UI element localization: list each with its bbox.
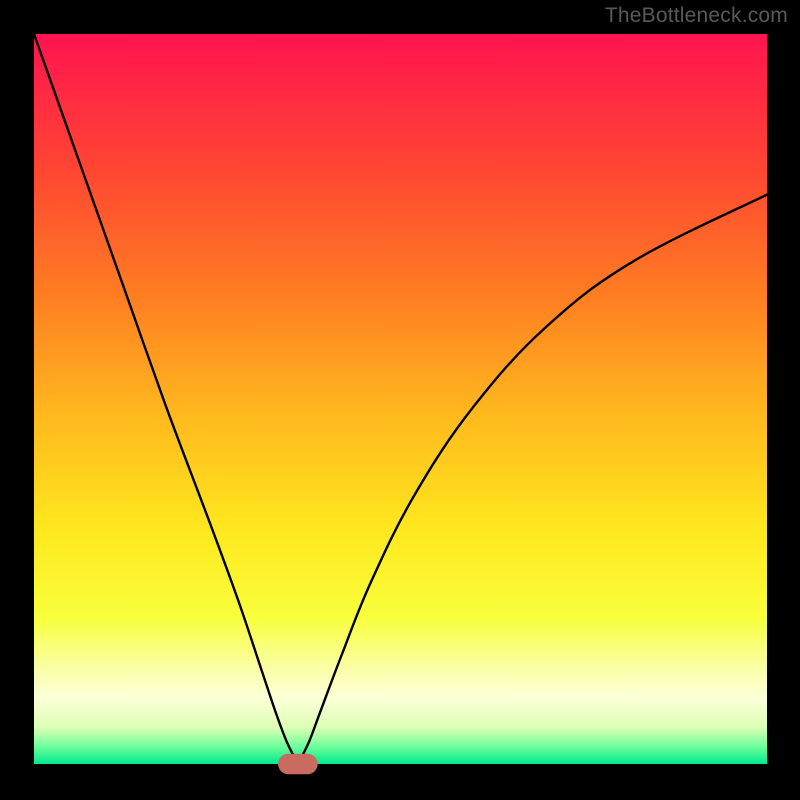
minimum-marker	[278, 754, 318, 774]
plot-background	[34, 34, 767, 764]
chart-container: TheBottleneck.com	[0, 0, 800, 800]
chart-svg	[0, 0, 800, 800]
watermark-text: TheBottleneck.com	[605, 4, 788, 28]
